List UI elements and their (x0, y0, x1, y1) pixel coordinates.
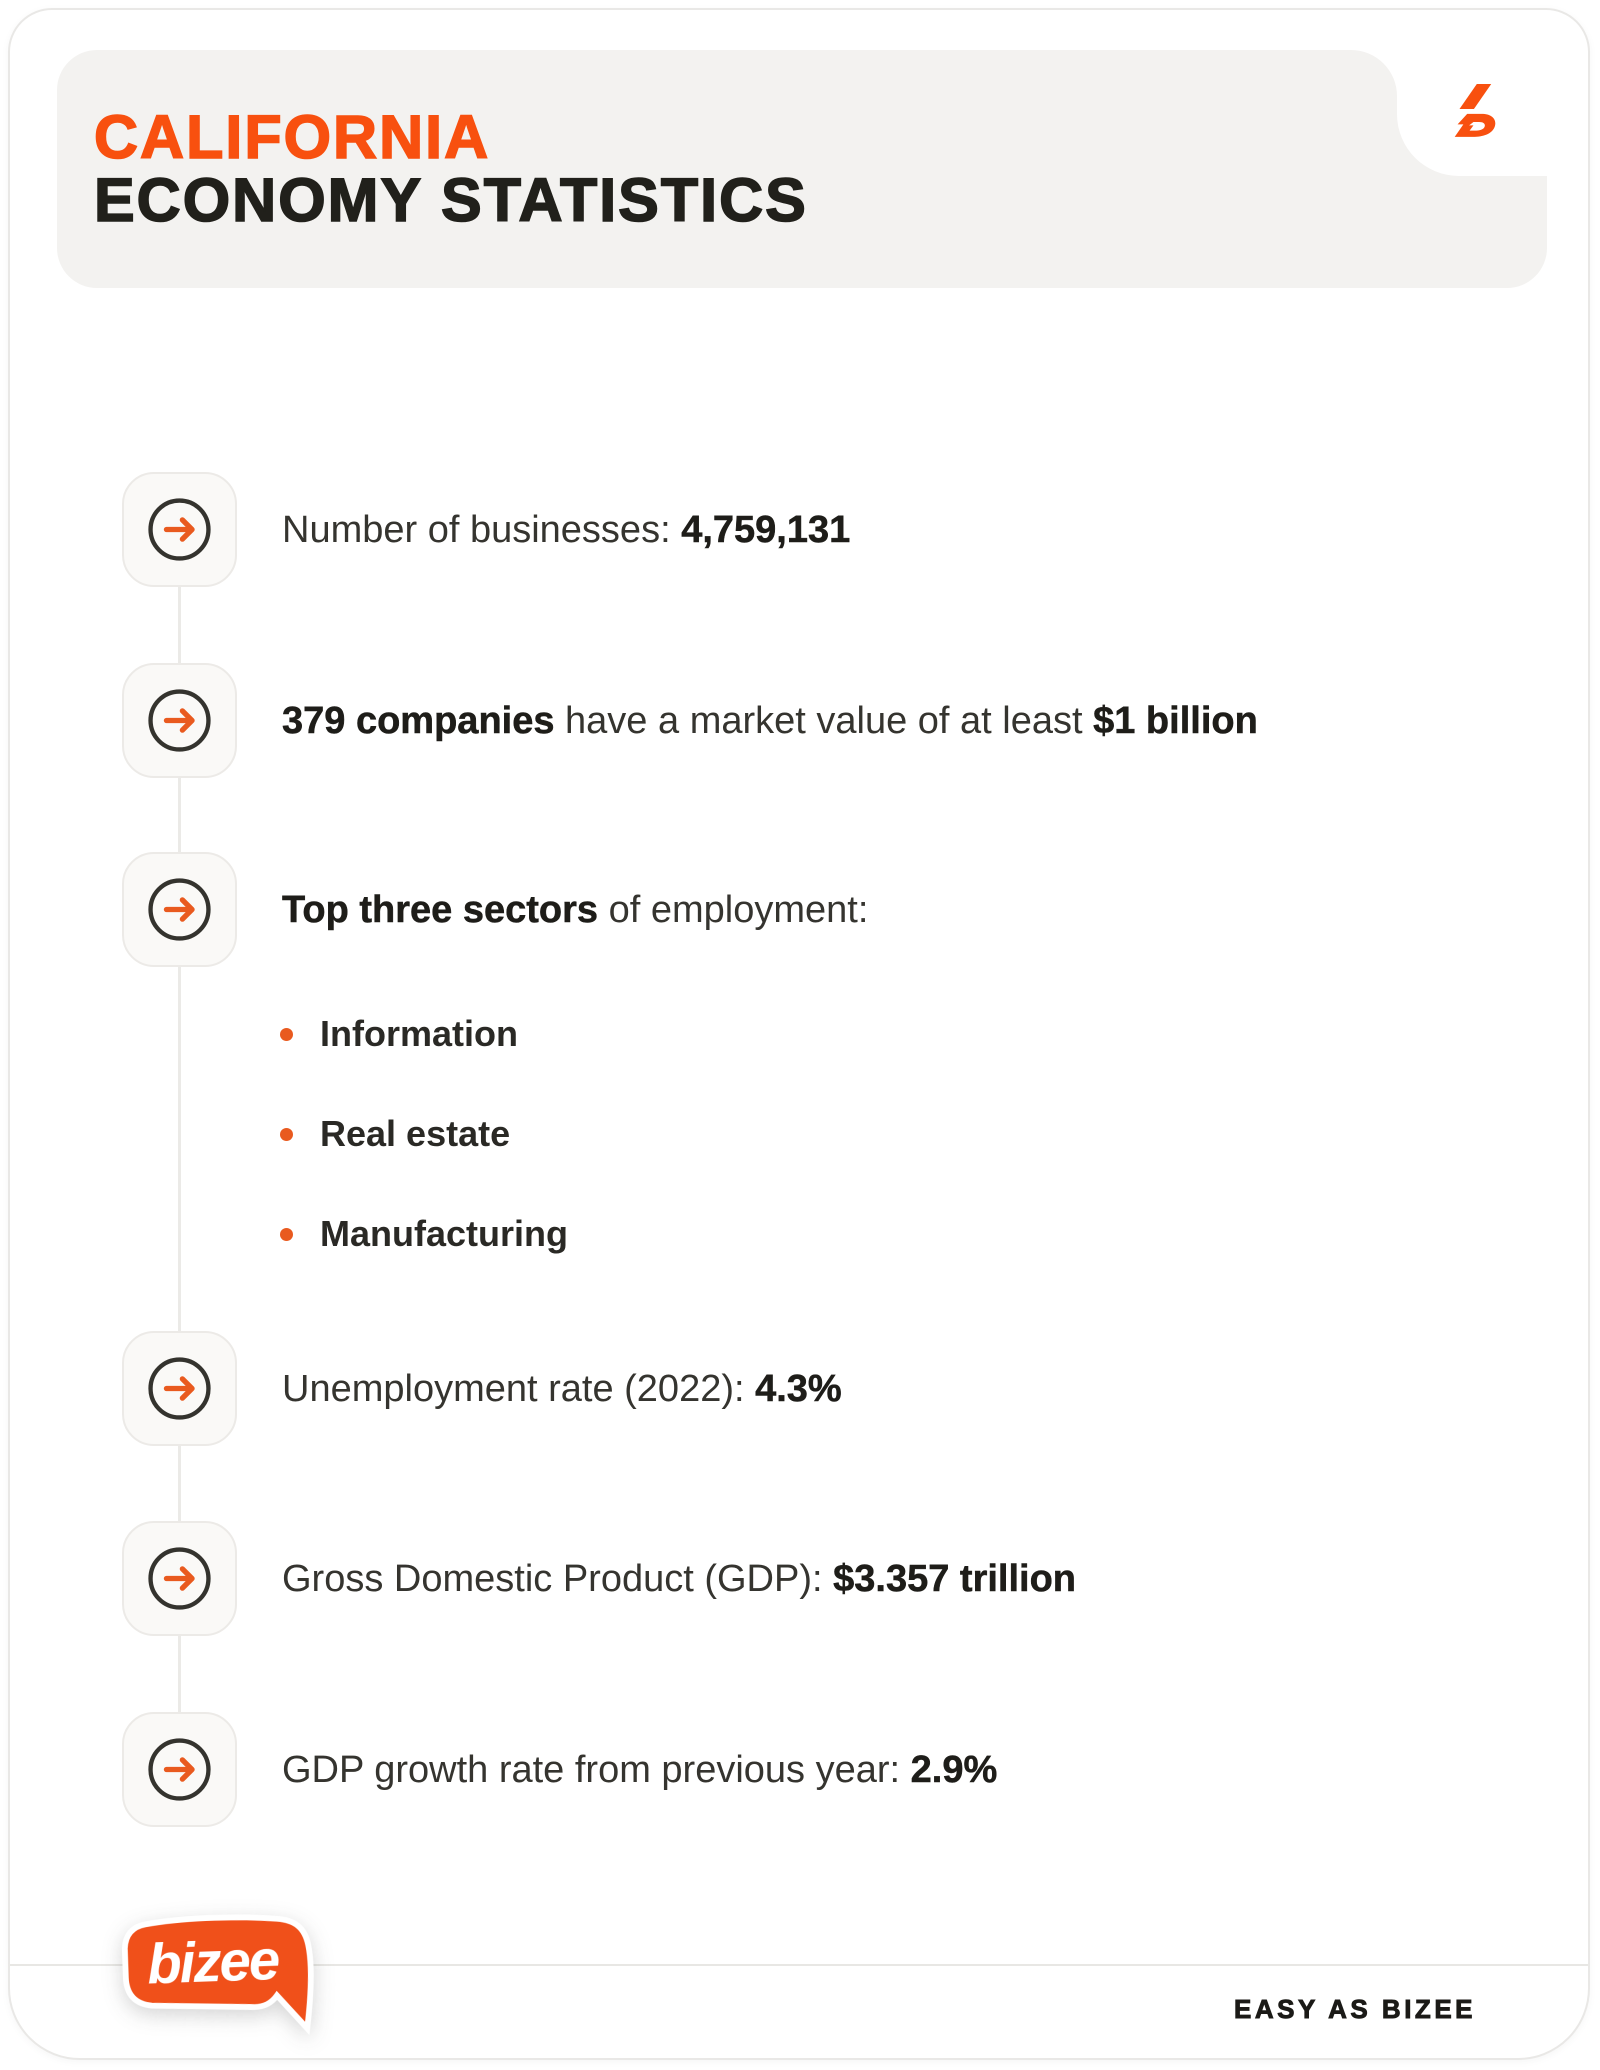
stat-text-segment: Unemployment rate (2022): (282, 1368, 756, 1410)
stat-unemployment-rate: Unemployment rate (2022): 4.3% (282, 1362, 842, 1416)
arrow-badge (122, 852, 237, 967)
bizee-logo: bizee (121, 1914, 314, 2036)
stat-value: $3.357 trillion (833, 1558, 1077, 1601)
arrow-right-circle-icon (148, 1357, 211, 1420)
footer-divider (10, 1964, 1588, 1966)
arrow-right-circle-icon (148, 689, 211, 752)
stat-value: $1 billion (1093, 700, 1258, 743)
sector-label: Manufacturing (320, 1213, 568, 1254)
sector-label: Information (320, 1013, 518, 1054)
arrow-badge (122, 1521, 237, 1636)
sector-label: Real estate (320, 1113, 511, 1154)
sector-list-item: Information (280, 1007, 518, 1061)
bullet-dot-icon (280, 1027, 293, 1041)
stat-top-sectors: Top three sectors of employment: (282, 883, 869, 937)
stat-value: 4,759,131 (681, 509, 851, 552)
stat-text-segment: of employment: (598, 889, 869, 931)
page-title-line-1: CALIFORNIA (93, 103, 491, 171)
page-title-line-2: ECONOMY STATISTICS (93, 166, 808, 234)
arrow-right-circle-icon (148, 1738, 211, 1801)
arrow-right-circle-icon (148, 1547, 211, 1610)
arrow-right-circle-icon (148, 878, 211, 941)
header-panel: CALIFORNIA ECONOMY STATISTICS (57, 50, 1547, 288)
stat-gdp-growth: GDP growth rate from previous year: 2.9% (282, 1743, 998, 1797)
stat-value: 4.3% (755, 1368, 842, 1411)
stat-number-of-businesses: Number of businesses: 4,759,131 (282, 503, 851, 557)
bizee-logo-text: bizee (146, 1928, 280, 1996)
stat-text-segment: Number of businesses: (282, 509, 682, 551)
stat-value: 379 companies (282, 700, 555, 743)
stat-text-segment: Gross Domestic Product (GDP): (282, 1558, 834, 1600)
arrow-badge (122, 472, 237, 587)
stat-text-segment: GDP growth rate from previous year: (282, 1749, 911, 1791)
stat-text-segment: have a market value of at least (554, 700, 1094, 742)
stat-billion-dollar-companies: 379 companies have a market value of at … (282, 694, 1258, 748)
arrow-badge (122, 1712, 237, 1827)
bullet-dot-icon (280, 1127, 293, 1141)
arrow-badge (122, 1331, 237, 1446)
arrow-right-circle-icon (148, 498, 211, 561)
bullet-dot-icon (280, 1227, 293, 1241)
header-corner-notch (1351, 50, 1547, 176)
list-connector-line (178, 530, 181, 1770)
infographic-card: CALIFORNIA ECONOMY STATISTICS Number of … (8, 8, 1590, 2060)
bizee-b-icon (1454, 84, 1496, 137)
stat-value: Top three sectors (282, 889, 599, 932)
stat-value: 2.9% (910, 1749, 998, 1792)
sector-list-item: Manufacturing (280, 1207, 568, 1261)
page-title: CALIFORNIA ECONOMY STATISTICS (93, 103, 808, 234)
arrow-badge (122, 663, 237, 778)
stat-gdp: Gross Domestic Product (GDP): $3.357 tri… (282, 1552, 1076, 1606)
footer-tagline: EASY AS BIZEE (1234, 1994, 1476, 2025)
sector-list-item: Real estate (280, 1107, 510, 1161)
